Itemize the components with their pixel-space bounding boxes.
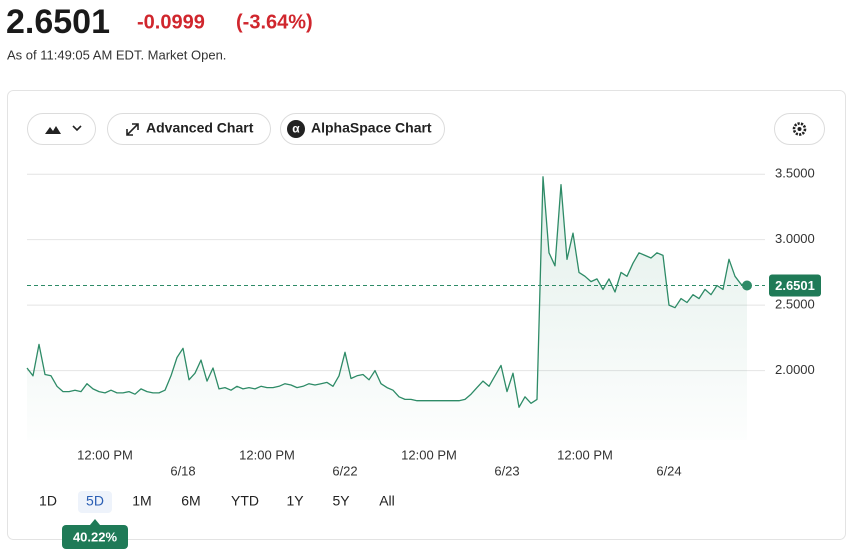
plot: 2.0000 2.5000 3.0000 3.5000 12:00 PM 12:00 PM…: [26, 166, 821, 478]
advanced-chart-button[interactable]: Advanced Chart: [107, 113, 271, 145]
advanced-chart-label: Advanced Chart: [146, 120, 254, 136]
range-button[interactable]: 5Y: [332, 493, 350, 509]
svg-text:α: α: [292, 122, 300, 136]
last-price-label: 2.6501: [775, 278, 815, 293]
x-tick-label: 12:00 PM: [401, 447, 457, 462]
range-button[interactable]: 1M: [132, 493, 151, 509]
range-label: 1Y: [286, 493, 304, 509]
range-change-pointer: [90, 519, 100, 525]
alphaspace-chart-label: AlphaSpace Chart: [311, 120, 432, 136]
x-tick-label: 12:00 PM: [557, 447, 613, 462]
change-percent: (-3.64%): [236, 11, 313, 33]
range-label: 5D: [86, 493, 104, 509]
range-label: 1D: [39, 493, 57, 509]
price: 2.6501: [6, 3, 110, 41]
range-button[interactable]: 1D: [39, 493, 57, 509]
last-point: [742, 280, 752, 291]
range-button[interactable]: 5D: [78, 491, 112, 513]
date-tick-label: 6/23: [494, 463, 519, 478]
alphaspace-chart-button[interactable]: α AlphaSpace Chart: [280, 113, 445, 145]
date-tick-label: 6/24: [656, 463, 681, 478]
range-button[interactable]: 1Y: [286, 493, 304, 509]
as-of: As of 11:49:05 AM EDT. Market Open.: [7, 47, 226, 62]
price-line: [26, 176, 748, 408]
range-button[interactable]: All: [379, 493, 395, 509]
x-tick-label: 12:00 PM: [239, 447, 295, 462]
y-tick-label: 2.0000: [775, 362, 815, 377]
range-label: 6M: [181, 493, 200, 509]
range-label: YTD: [231, 493, 259, 509]
range-highlight: [78, 491, 112, 513]
range-selector: 1D 5D 1M 6M YTD 1Y 5Y All 40.22%: [39, 491, 395, 549]
change: -0.0999: [137, 11, 205, 33]
range-change: 40.22%: [73, 529, 118, 544]
range-button[interactable]: 6M: [181, 493, 200, 509]
range-button[interactable]: YTD: [231, 493, 259, 509]
y-tick-label: 3.0000: [775, 231, 815, 246]
last-price-badge: [769, 274, 821, 297]
settings-button[interactable]: [774, 113, 825, 145]
x-tick-label: 12:00 PM: [77, 447, 133, 462]
y-tick-label: 2.5000: [775, 297, 815, 312]
range-label: All: [379, 493, 395, 509]
date-tick-label: 6/18: [170, 463, 195, 478]
range-label: 5Y: [332, 493, 350, 509]
y-tick-label: 3.5000: [775, 166, 815, 181]
price-area: [27, 176, 747, 441]
range-change-badge: [62, 525, 128, 549]
chart-type-button[interactable]: [27, 113, 96, 145]
range-label: 1M: [132, 493, 151, 509]
date-tick-label: 6/22: [332, 463, 357, 478]
